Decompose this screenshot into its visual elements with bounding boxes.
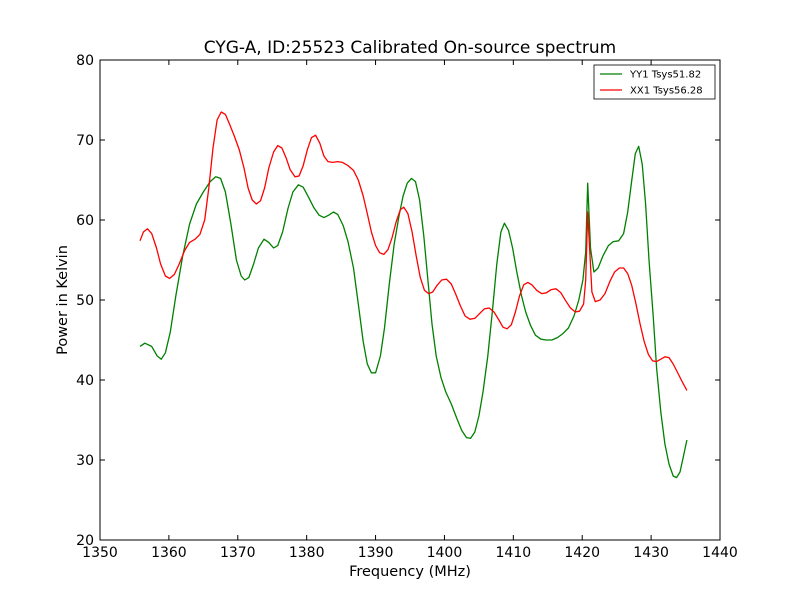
x-axis-label: Frequency (MHz)	[349, 564, 471, 580]
series-line-xx1	[139, 111, 688, 391]
x-tick-label: 1420	[564, 545, 600, 561]
y-tick-label: 70	[76, 133, 94, 149]
chart-title: CYG-A, ID:25523 Calibrated On-source spe…	[204, 38, 616, 58]
x-tick-label: 1350	[82, 545, 118, 561]
y-axis-label: Power in Kelvin	[55, 245, 71, 355]
x-tick-label: 1380	[289, 545, 325, 561]
x-tick-label: 1390	[358, 545, 394, 561]
x-tick-label: 1400	[427, 545, 463, 561]
x-tick-label: 1430	[633, 545, 669, 561]
legend-box	[593, 64, 716, 100]
x-tick-label: 1440	[702, 545, 738, 561]
y-tick-label: 50	[76, 293, 94, 309]
plot-area	[139, 111, 688, 479]
x-tick-label: 1370	[220, 545, 256, 561]
y-tick-label: 60	[76, 213, 94, 229]
legend-label-xx1: XX1 Tsys56.28	[630, 86, 703, 97]
y-tick-label: 20	[76, 533, 94, 549]
legend-label-yy1: YY1 Tsys51.82	[629, 70, 701, 81]
axis-ticks: 1350 1360 1370 1380 1390 1400 1410 1420 1430 1440…	[76, 53, 738, 561]
y-tick-label: 30	[76, 453, 94, 469]
series-line-yy1	[139, 145, 688, 479]
x-tick-label: 1360	[151, 545, 187, 561]
legend: YY1 Tsys51.82 XX1 Tsys56.28	[593, 64, 716, 100]
y-tick-label: 40	[76, 373, 94, 389]
y-tick-label: 80	[76, 53, 94, 69]
x-tick-label: 1410	[496, 545, 532, 561]
